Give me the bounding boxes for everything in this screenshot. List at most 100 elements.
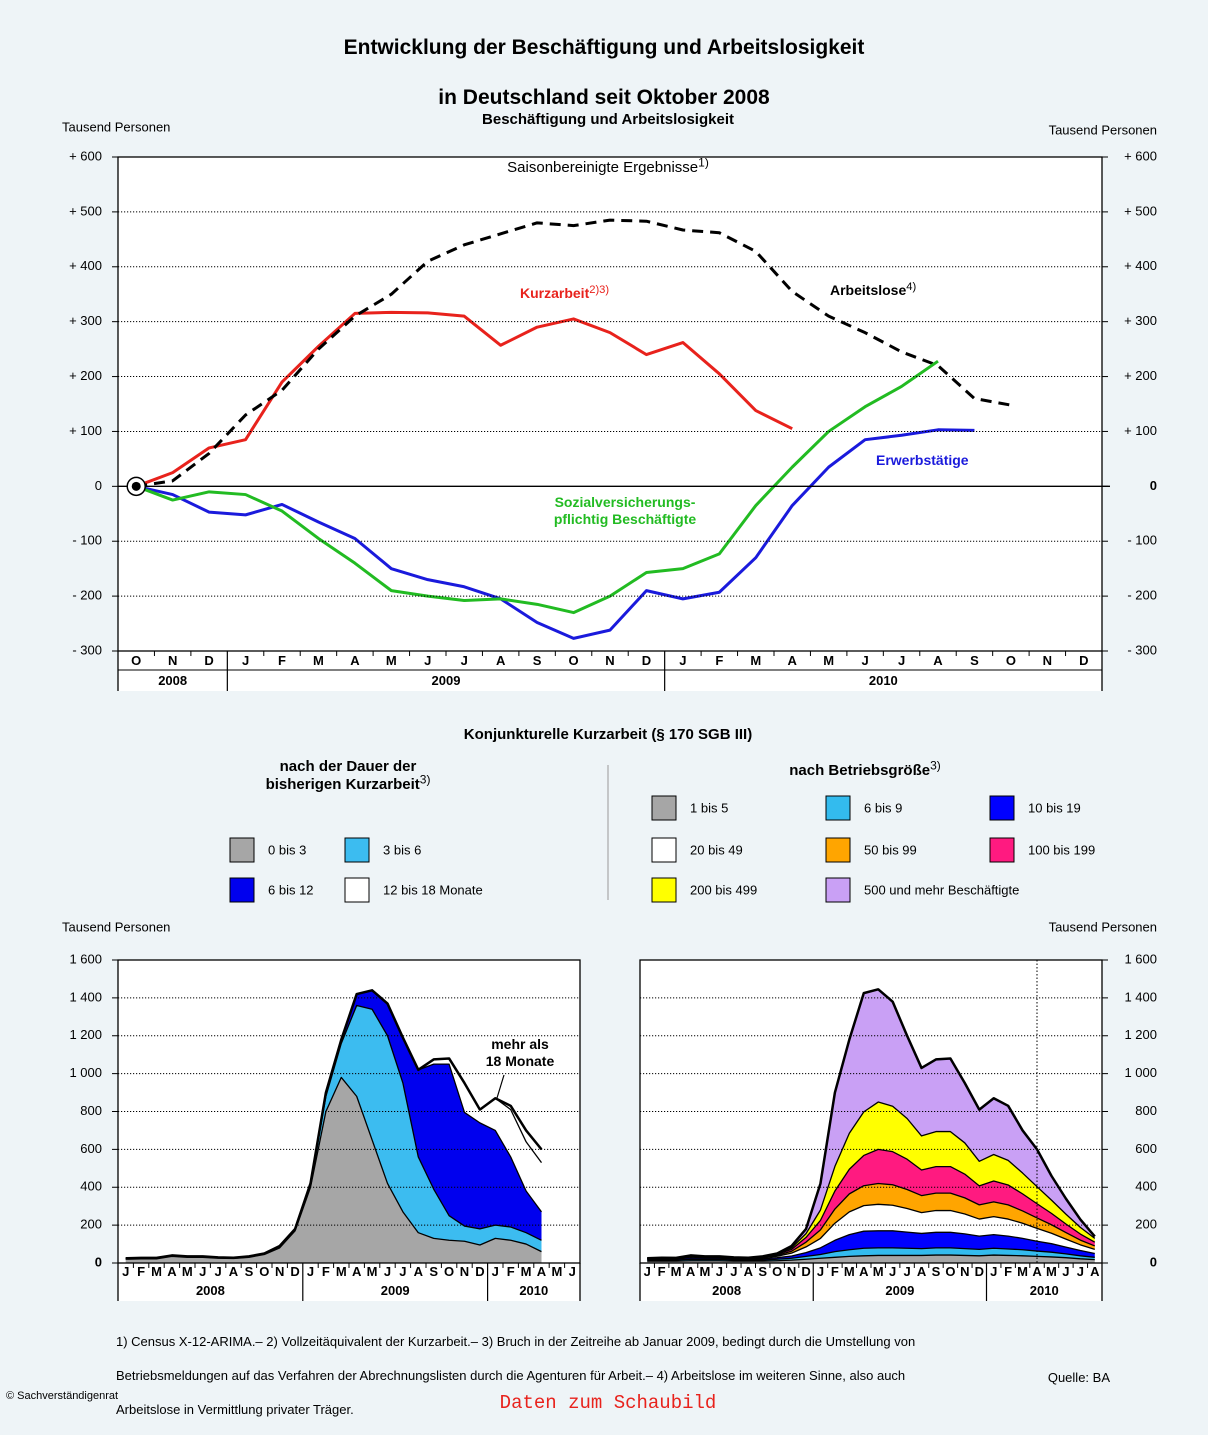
x-tick-label: A bbox=[496, 653, 506, 668]
x-tick-label: F bbox=[137, 1264, 145, 1279]
legend-label: 100 bis 199 bbox=[1028, 842, 1095, 857]
year-label: 2008 bbox=[158, 673, 187, 688]
section-title: Konjunkturelle Kurzarbeit (§ 170 SGB III… bbox=[463, 726, 753, 743]
legend-title: nach der Dauer der bisherigen Kurzarbeit… bbox=[178, 758, 518, 794]
legend-swatch bbox=[825, 837, 851, 863]
x-tick-label: D bbox=[801, 1264, 810, 1279]
x-tick-label: M bbox=[671, 1264, 682, 1279]
y-tick-label: 600 bbox=[80, 1141, 102, 1156]
area-outline bbox=[647, 1230, 1095, 1260]
data-link[interactable]: Daten zum Schaubild bbox=[499, 1392, 717, 1414]
legend-label: 1 bis 5 bbox=[690, 800, 728, 815]
x-tick-label: J bbox=[679, 653, 686, 668]
legend-title-text: nach Betriebsgröße bbox=[789, 762, 931, 779]
x-tick-label: D bbox=[290, 1264, 299, 1279]
x-tick-label: A bbox=[414, 1264, 424, 1279]
chart-title: Beschäftigung und Arbeitslosigkeit bbox=[482, 111, 734, 128]
x-tick-label: J bbox=[898, 653, 905, 668]
x-tick-label: S bbox=[245, 1264, 254, 1279]
x-tick-label: N bbox=[168, 653, 177, 668]
x-tick-label: A bbox=[744, 1264, 754, 1279]
y-tick-label: 0 bbox=[1150, 1254, 1157, 1269]
year-label: 2010 bbox=[519, 1283, 548, 1298]
x-tick-label: J bbox=[424, 653, 431, 668]
x-tick-label: A bbox=[917, 1264, 927, 1279]
x-tick-label: J bbox=[1077, 1264, 1084, 1279]
x-tick-label: M bbox=[151, 1264, 162, 1279]
annotation-text: Erwerbstätige bbox=[876, 452, 969, 468]
footnote-line: Betriebsmeldungen auf das Verfahren der … bbox=[116, 1368, 906, 1383]
footnote-line: 1) Census X-12-ARIMA.– 2) Vollzeitäquiva… bbox=[116, 1334, 916, 1349]
y-tick-label: + 100 bbox=[1124, 423, 1157, 438]
x-tick-label: O bbox=[772, 1264, 782, 1279]
x-tick-label: O bbox=[1006, 653, 1016, 668]
x-tick-label: A bbox=[788, 653, 798, 668]
x-tick-label: J bbox=[903, 1264, 910, 1279]
subtitle-note: 1) bbox=[698, 155, 709, 170]
subtitle-text: Saisonbereinigte Ergebnisse bbox=[507, 159, 699, 176]
source: Quelle: BA bbox=[1047, 1370, 1110, 1385]
x-tick-label: S bbox=[758, 1264, 767, 1279]
x-tick-label: A bbox=[859, 1264, 869, 1279]
legend-title: nach Betriebsgröße3) bbox=[695, 760, 1035, 780]
origin-marker-dot bbox=[131, 481, 141, 491]
x-tick-label: M bbox=[336, 1264, 347, 1279]
y-axis-title: Tausend Personen bbox=[62, 119, 170, 134]
x-tick-label: O bbox=[259, 1264, 269, 1279]
y-tick-label: + 600 bbox=[1124, 148, 1157, 163]
y-tick-label: + 400 bbox=[69, 258, 102, 273]
y-tick-label: + 500 bbox=[1124, 203, 1157, 218]
x-tick-label: F bbox=[322, 1264, 330, 1279]
plot-background bbox=[118, 157, 1102, 691]
stacked-area bbox=[125, 990, 542, 1259]
year-label: 2008 bbox=[196, 1283, 225, 1298]
x-tick-label: A bbox=[1090, 1264, 1100, 1279]
y-tick-label: 600 bbox=[1135, 1141, 1157, 1156]
legend-label: 12 bis 18 Monate bbox=[383, 882, 483, 897]
annotation-leader bbox=[496, 1074, 505, 1099]
stacked-area bbox=[125, 1005, 542, 1260]
stacked-area bbox=[647, 1255, 1095, 1263]
x-tick-label: D bbox=[475, 1264, 484, 1279]
y-tick-label: + 600 bbox=[69, 148, 102, 163]
x-tick-label: J bbox=[214, 1264, 221, 1279]
stacked-area bbox=[125, 1077, 542, 1263]
x-tick-label: M bbox=[1017, 1264, 1028, 1279]
x-tick-label: M bbox=[313, 653, 324, 668]
x-tick-label: M bbox=[386, 653, 397, 668]
legend-title-note: 3) bbox=[419, 772, 431, 787]
x-tick-label: M bbox=[823, 653, 834, 668]
legend-swatch bbox=[825, 795, 851, 821]
title-line: Entwicklung der Beschäftigung und Arbeit… bbox=[343, 36, 865, 59]
x-tick-label: S bbox=[533, 653, 542, 668]
x-tick-label: A bbox=[537, 1264, 547, 1279]
legend-swatch bbox=[825, 877, 851, 903]
x-tick-label: J bbox=[122, 1264, 129, 1279]
y-tick-label: - 100 bbox=[72, 533, 102, 548]
plot-frame bbox=[117, 156, 1103, 652]
x-tick-label: O bbox=[131, 653, 141, 668]
x-tick-label: J bbox=[199, 1264, 206, 1279]
legend-label: 50 bis 99 bbox=[864, 842, 917, 857]
x-tick-label: D bbox=[1079, 653, 1088, 668]
annotation-note: 2)3) bbox=[589, 283, 610, 296]
area-outline bbox=[647, 1254, 1095, 1262]
x-tick-label: J bbox=[569, 1264, 576, 1279]
series-line bbox=[135, 218, 1012, 488]
x-tick-label: N bbox=[787, 1264, 796, 1279]
annotation-text: mehr als 18 Monate bbox=[485, 1036, 555, 1069]
stacked-area bbox=[647, 1247, 1095, 1262]
x-tick-label: J bbox=[990, 1264, 997, 1279]
legend-swatch bbox=[651, 877, 677, 903]
copyright: © Sachverständigenrat bbox=[6, 1390, 119, 1402]
x-tick-label: M bbox=[551, 1264, 562, 1279]
x-tick-label: D bbox=[642, 653, 651, 668]
y-tick-label: + 100 bbox=[69, 423, 102, 438]
y-axis-title: Tausend Personen bbox=[1049, 919, 1157, 934]
x-tick-label: A bbox=[686, 1264, 696, 1279]
x-tick-label: N bbox=[1043, 653, 1052, 668]
series-annotation: mehr als 18 Monate bbox=[410, 1036, 630, 1070]
stacked-area bbox=[647, 989, 1095, 1259]
y-tick-label: + 200 bbox=[1124, 368, 1157, 383]
x-tick-label: J bbox=[817, 1264, 824, 1279]
